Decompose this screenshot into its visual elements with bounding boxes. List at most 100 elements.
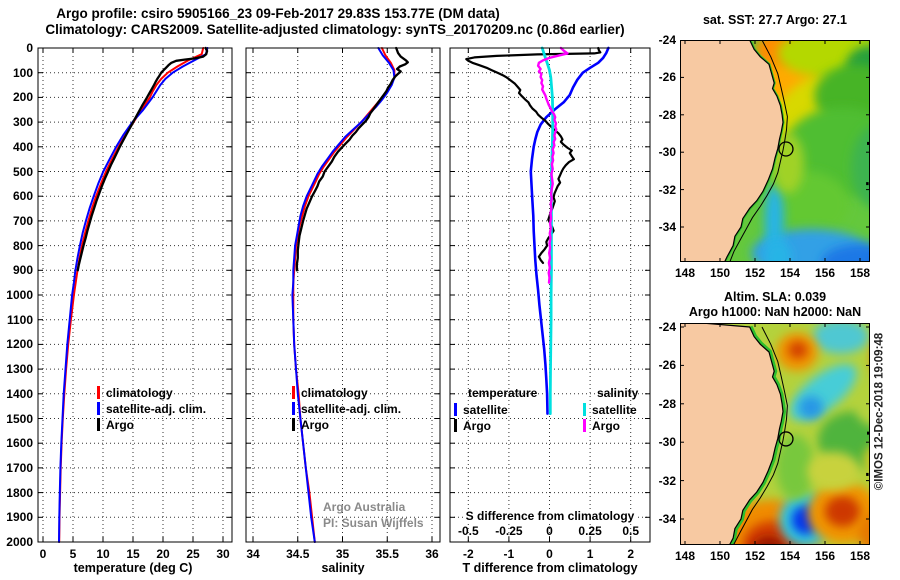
sst-map-title: sat. SST: 27.7 Argo: 27.1 [702, 13, 848, 27]
depth-tick-label: 1500 [6, 411, 33, 426]
climatology-line-swatch [292, 386, 295, 399]
sla-map-title: Altim. SLA: 0.039 [723, 290, 827, 304]
field-blob [807, 451, 860, 491]
map-lat-tick-label: -26 [658, 70, 676, 85]
map-lon-tick-label: 152 [744, 266, 766, 280]
x-tick-label: 34 [246, 547, 260, 561]
x-tick-label: 1 [586, 547, 594, 561]
map-lon-tick-label: 156 [814, 266, 836, 280]
s-argo-line-swatch [583, 419, 586, 432]
page-subtitle: Climatology: CARS2009. Satellite-adjuste… [45, 22, 625, 37]
x-tick-label: 25 [186, 547, 200, 561]
legend-item-s-satellite: satellite [583, 402, 638, 417]
legend-difference-salinity: salinity satellite Argo [583, 386, 639, 433]
curve-satellite-adj-clim- [291, 47, 396, 543]
legend-temperature-panel: climatology satellite-adj. clim. Argo [97, 386, 207, 432]
t-difference-axis-title: T difference from climatology [462, 561, 638, 575]
float-position-marker [778, 141, 794, 157]
float-position-marker [778, 431, 794, 447]
field-blob [764, 183, 784, 256]
depth-tick-label: 1300 [6, 362, 33, 377]
legend-label-s-satellite: satellite [592, 402, 637, 417]
x-tick-label: -1 [503, 547, 515, 561]
depth-tick-label: 2000 [6, 535, 33, 549]
legend-label-argo: Argo [301, 417, 329, 432]
map-lat-tick-label: -28 [658, 107, 676, 122]
page-title: Argo profile: csiro 5905166_23 09-Feb-20… [56, 6, 500, 21]
island-mark [867, 431, 870, 435]
depth-tick-label: 500 [12, 164, 33, 179]
land-australia [680, 323, 784, 545]
copyright-stamp: ©IMOS 12-Dec-2018 19:09:48 [873, 332, 886, 491]
legend-label-satellite-clim: satellite-adj. clim. [106, 401, 207, 416]
x-tick-label: 36 [425, 547, 439, 561]
map-lat-tick-label: -24 [658, 33, 676, 47]
legend-difference-temperature: temperature satellite Argo [454, 386, 537, 433]
legend-item-climatology: climatology [97, 386, 206, 400]
contour-line [733, 326, 788, 545]
curve-satellite-adj-clim- [58, 47, 209, 543]
s-tick-label: 0 [546, 524, 553, 538]
curve-t-satellite [529, 46, 610, 415]
x-tick-label: 35 [335, 547, 350, 561]
field-blob [776, 434, 815, 500]
x-tick-label: -2 [462, 547, 474, 561]
map-lat-tick-label: -26 [658, 358, 676, 373]
land-australia [680, 40, 784, 262]
map-lat-tick-label: -30 [658, 435, 676, 450]
field-blob [772, 133, 804, 194]
map-lon-tick-label: 156 [814, 549, 836, 563]
temperature-axis-title: temperature (deg C) [73, 561, 193, 575]
island-mark [866, 472, 869, 476]
satellite-clim-line-swatch [292, 402, 295, 415]
x-tick-label: 5 [69, 547, 77, 561]
depth-tick-label: 800 [12, 238, 33, 253]
field-blob [812, 323, 869, 354]
legend-header-salinity: salinity [597, 386, 639, 400]
x-tick-label: 0 [39, 547, 47, 561]
s-difference-axis-title: S difference from climatology [463, 509, 637, 523]
field-blob [788, 341, 808, 359]
field-blob [825, 495, 860, 527]
map-lon-tick-label: 150 [709, 549, 731, 563]
depth-tick-label: 1100 [6, 312, 33, 327]
depth-tick-label: 700 [12, 213, 33, 228]
x-tick-label: 20 [156, 547, 170, 561]
depth-tick-label: 1700 [6, 460, 33, 475]
depth-tick-label: 300 [12, 115, 33, 130]
depth-tick-label: 1900 [6, 510, 33, 525]
credit-pi: PI: Susan Wijffels [323, 516, 424, 530]
map-lon-tick-label: 150 [709, 266, 731, 280]
curve-s-argo [536, 46, 569, 284]
s-tick-label: 0.5 [622, 524, 640, 538]
map-lon-tick-label: 148 [674, 549, 696, 563]
map-lat-tick-label: -32 [658, 182, 676, 197]
x-tick-label: 2 [627, 547, 635, 561]
s-satellite-line-swatch [583, 403, 586, 416]
map-lon-tick-label: 154 [779, 266, 801, 280]
legend-item-climatology: climatology [292, 386, 401, 400]
map-lon-tick-label: 158 [849, 266, 871, 280]
map-lon-tick-label: 154 [779, 549, 801, 563]
depth-tick-label: 1800 [6, 485, 33, 500]
depth-tick-label: 900 [12, 263, 33, 278]
curve-argo [295, 46, 409, 272]
field-blob [821, 243, 870, 262]
legend-item-argo: Argo [292, 417, 401, 432]
depth-tick-label: 200 [12, 90, 33, 105]
contour-line [729, 40, 788, 262]
legend-item-t-argo: Argo [454, 419, 537, 433]
x-tick-label: 10 [96, 547, 110, 561]
x-tick-label: 15 [126, 547, 140, 561]
x-tick-label: 30 [216, 547, 230, 561]
legend-item-satellite-clim: satellite-adj. clim. [97, 401, 207, 416]
depth-tick-label: 1000 [6, 288, 33, 302]
t-satellite-line-swatch [454, 403, 457, 416]
legend-item-satellite-clim: satellite-adj. clim. [292, 402, 401, 416]
depth-tick-label: 1400 [6, 386, 33, 401]
curve-argo [76, 46, 209, 272]
depth-tick-label: 1600 [6, 436, 33, 451]
map-border [680, 40, 870, 262]
field-blob [863, 446, 870, 473]
